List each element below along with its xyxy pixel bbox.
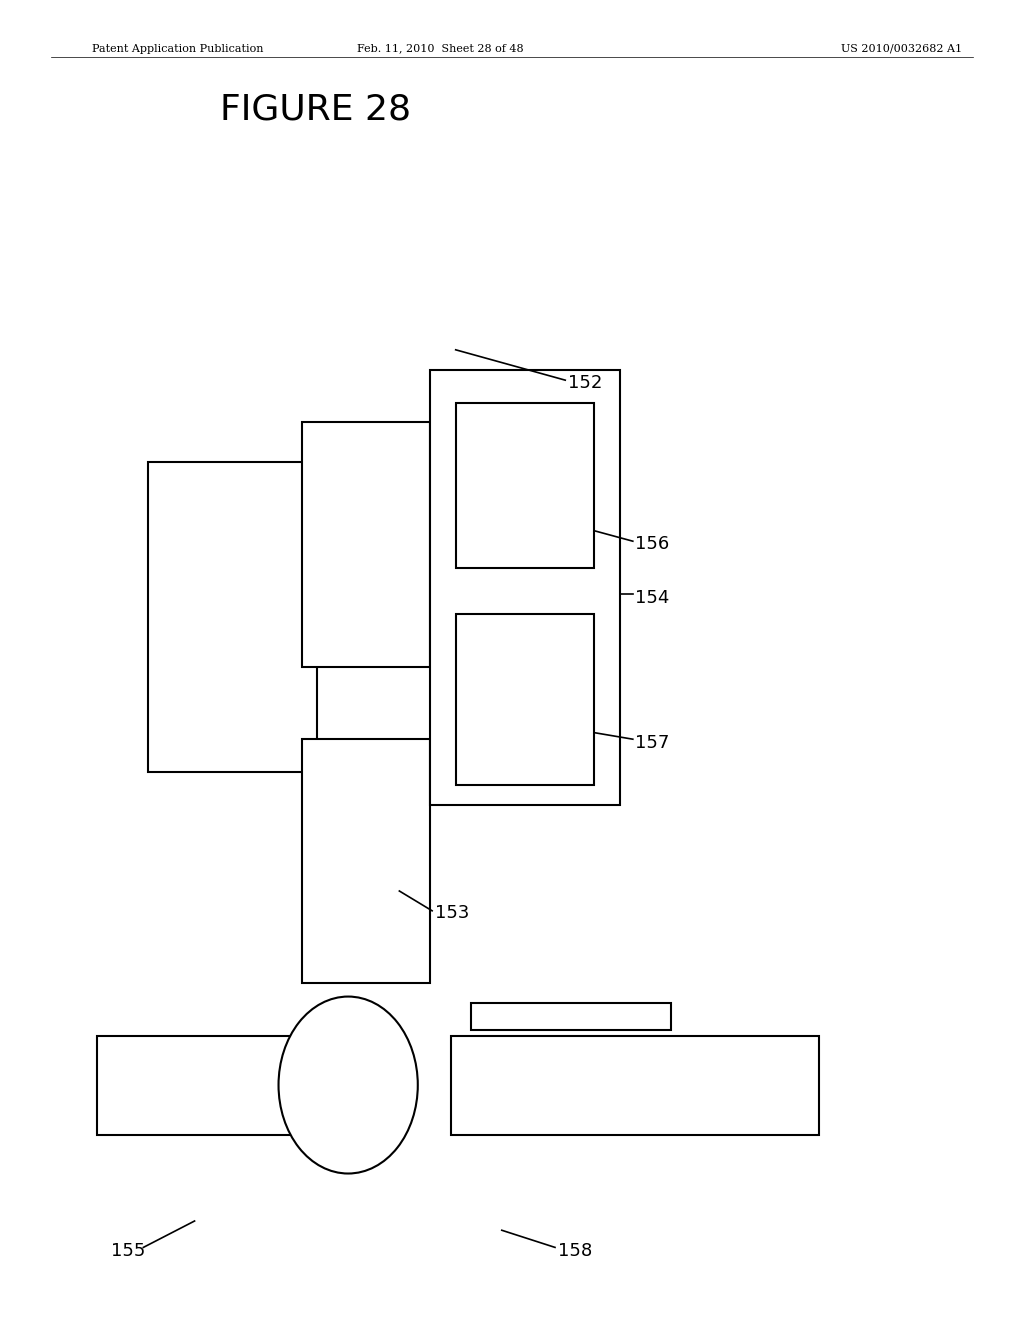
Text: 153: 153 (435, 904, 470, 923)
Bar (456, 614, 594, 785)
Text: 158: 158 (558, 1242, 592, 1261)
Bar (456, 403, 594, 568)
Text: 156: 156 (635, 535, 669, 553)
Text: 152: 152 (568, 374, 603, 392)
Bar (148, 462, 317, 772)
Ellipse shape (279, 997, 418, 1173)
Text: Patent Application Publication: Patent Application Publication (92, 44, 263, 54)
Bar (430, 370, 620, 805)
Text: FIGURE 28: FIGURE 28 (220, 92, 412, 127)
Bar (471, 1003, 671, 1030)
Bar (302, 422, 430, 667)
Text: 157: 157 (635, 734, 670, 752)
Bar (451, 1036, 819, 1135)
Text: 154: 154 (635, 589, 670, 607)
Bar (97, 1036, 317, 1135)
Text: US 2010/0032682 A1: US 2010/0032682 A1 (842, 44, 963, 54)
Bar (302, 739, 430, 983)
Text: Feb. 11, 2010  Sheet 28 of 48: Feb. 11, 2010 Sheet 28 of 48 (357, 44, 523, 54)
Text: 155: 155 (111, 1242, 145, 1261)
